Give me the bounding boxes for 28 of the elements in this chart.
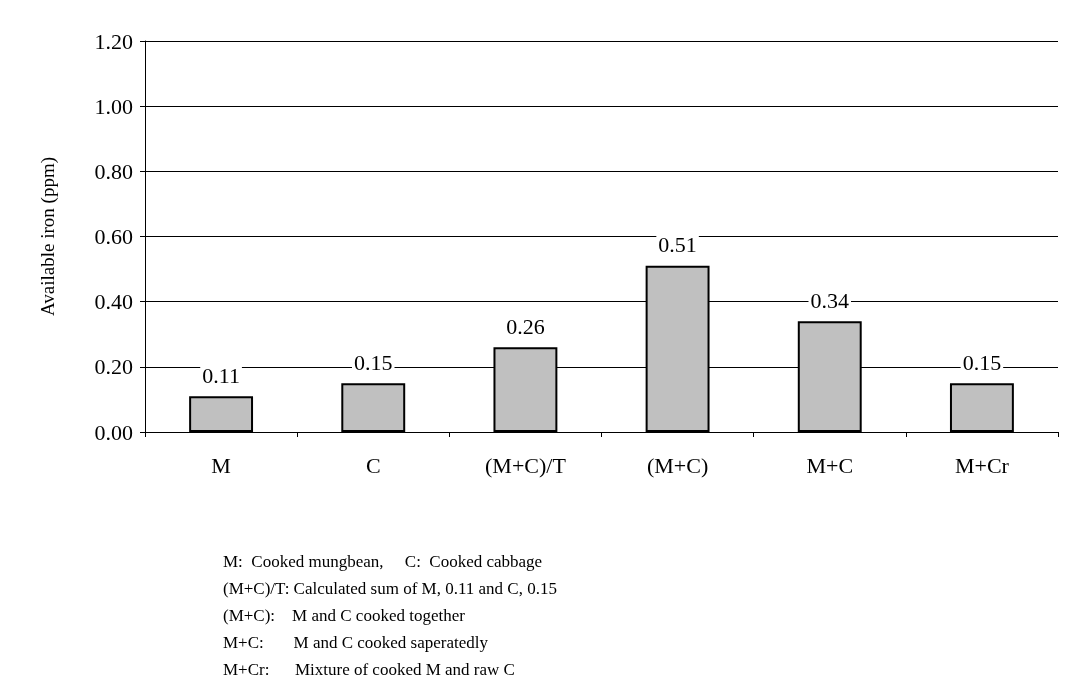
- y-tick-label: 0.00: [94, 419, 133, 445]
- y-tick-label: 0.80: [94, 158, 133, 184]
- data-label: 0.15: [354, 349, 393, 375]
- x-tick-label: (M+C)/T: [484, 452, 567, 478]
- data-label: 0.26: [506, 313, 545, 339]
- text: (M+C)/T: Calculated sum of M, 0.11 and C, 0.15: [223, 579, 557, 598]
- text: M+C: M and C cooked saperatedly: [223, 633, 489, 652]
- x-tick-label: M+Cr: [954, 452, 1010, 478]
- x-tick-label: C: [365, 452, 381, 478]
- x-tick-label: M: [211, 452, 231, 478]
- x-tick-label: M+C: [806, 452, 854, 478]
- data-label: 0.51: [658, 232, 697, 258]
- y-tick-label: 0.60: [94, 224, 133, 249]
- data-label: 0.34: [810, 287, 849, 313]
- bar: [949, 383, 1014, 432]
- bar: [189, 396, 254, 432]
- y-axis-title: Available iron (ppm): [37, 157, 59, 316]
- bar: [341, 383, 406, 432]
- y-tick-label: 1.20: [94, 28, 133, 54]
- y-tick-label: 1.00: [94, 93, 133, 119]
- text: M: Cooked mungbean, C: Cooked cabbage: [223, 552, 543, 571]
- y-tick-label: 0.40: [94, 289, 133, 315]
- text: (M+C): M and C cooked together: [223, 606, 466, 625]
- y-tick-label: 0.20: [94, 354, 133, 380]
- text: M+Cr: Mixture of cooked M and raw C: [223, 660, 515, 679]
- data-label: 0.15: [962, 349, 1002, 375]
- x-tick-label: (M+C): [646, 452, 709, 478]
- data-label: 0.11: [202, 362, 240, 388]
